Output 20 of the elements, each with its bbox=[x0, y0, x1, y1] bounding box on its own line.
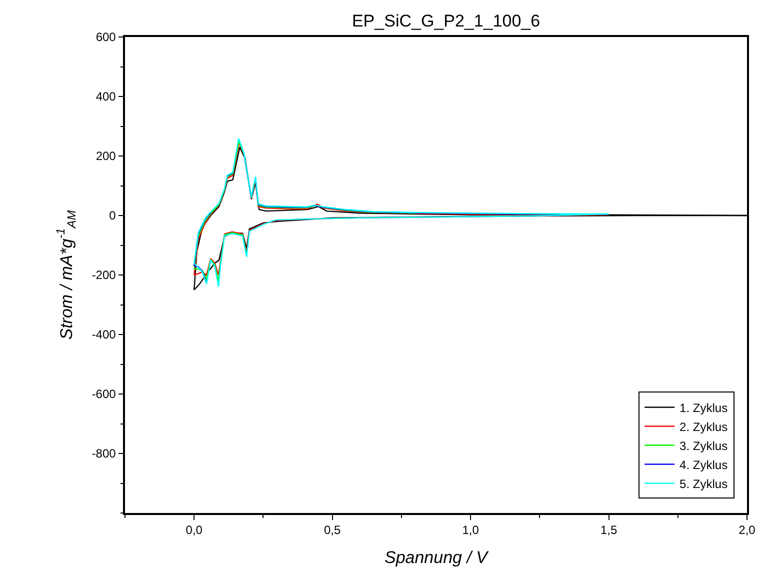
y-tick-label: 0 bbox=[109, 208, 116, 223]
legend-label: 5. Zyklus bbox=[680, 476, 728, 491]
legend-label: 4. Zyklus bbox=[680, 458, 728, 472]
x-axis-title: Spannung / V bbox=[384, 548, 490, 568]
x-tick-label: 0,0 bbox=[186, 523, 203, 538]
y-tick-label: 200 bbox=[96, 149, 116, 164]
y-tick-label: 600 bbox=[96, 30, 116, 44]
y-tick-label: 400 bbox=[96, 90, 116, 104]
x-tick-label: 0,5 bbox=[324, 523, 341, 538]
x-tick-label: 2,0 bbox=[738, 523, 756, 538]
y-tick-label: -600 bbox=[92, 387, 116, 402]
y-tick-label: -800 bbox=[92, 446, 116, 461]
legend-label: 3. Zyklus bbox=[680, 438, 728, 453]
y-tick-label: -400 bbox=[92, 328, 116, 342]
legend-label: 2. Zyklus bbox=[680, 420, 728, 434]
legend-label: 1. Zyklus bbox=[680, 400, 728, 415]
x-tick-label: 1,0 bbox=[462, 523, 480, 538]
x-tick-label: 1,5 bbox=[600, 523, 618, 538]
chart-title: EP_SiC_G_P2_1_100_6 bbox=[352, 11, 540, 30]
y-tick-label: -200 bbox=[92, 268, 116, 282]
